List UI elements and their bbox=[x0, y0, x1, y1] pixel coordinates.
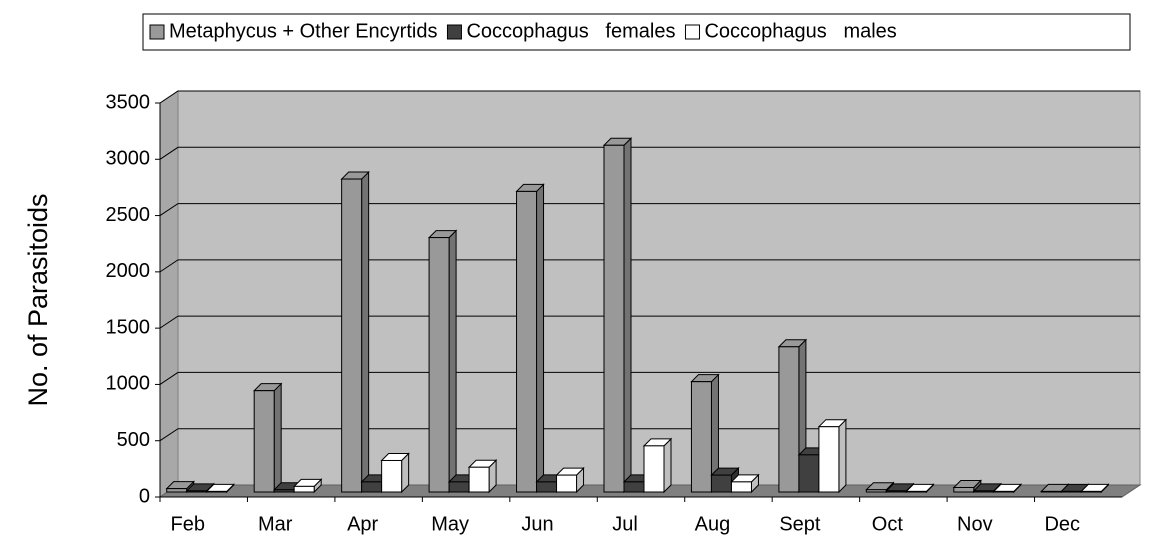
y-tick-label: 3500 bbox=[106, 91, 151, 113]
bar bbox=[818, 426, 840, 493]
legend-label: Coccophagus males bbox=[704, 20, 896, 42]
y-axis-label: No. of Parasitoids bbox=[23, 193, 53, 406]
bar bbox=[536, 481, 558, 493]
bar bbox=[186, 490, 208, 493]
bar bbox=[1080, 490, 1102, 493]
bar-side bbox=[361, 170, 370, 494]
bar bbox=[603, 144, 625, 493]
x-tick-label: Mar bbox=[258, 513, 293, 535]
grid-line bbox=[159, 371, 1140, 385]
bar bbox=[730, 481, 752, 493]
grid-line bbox=[159, 315, 1140, 329]
bar-side bbox=[448, 229, 457, 494]
bar bbox=[273, 489, 295, 493]
bar bbox=[710, 474, 732, 493]
legend-swatch bbox=[149, 24, 165, 40]
bar bbox=[953, 486, 975, 493]
bar bbox=[1060, 490, 1082, 493]
bar bbox=[468, 466, 490, 493]
bar-side bbox=[838, 418, 847, 494]
bar bbox=[341, 178, 363, 493]
bar bbox=[643, 445, 665, 493]
x-tick-label: Aug bbox=[695, 513, 731, 535]
y-tick-label: 2000 bbox=[106, 260, 151, 282]
grid-line bbox=[159, 146, 1140, 160]
bar bbox=[993, 490, 1015, 493]
bar bbox=[516, 190, 538, 493]
legend-label: Metaphycus + Other Encyrtids bbox=[169, 20, 437, 42]
x-tick-label: Apr bbox=[347, 513, 378, 535]
grid-line bbox=[159, 90, 1140, 104]
bar bbox=[905, 490, 927, 493]
bar bbox=[206, 490, 228, 493]
bar-side bbox=[623, 137, 632, 494]
grid-line bbox=[159, 203, 1140, 216]
legend-label: Coccophagus females bbox=[466, 20, 675, 42]
y-tick-label: 1000 bbox=[106, 373, 151, 395]
bar bbox=[973, 490, 995, 493]
x-tick-label: Jul bbox=[612, 513, 638, 535]
x-tick-label: Dec bbox=[1044, 513, 1080, 535]
bar bbox=[361, 481, 383, 493]
bar bbox=[623, 481, 645, 493]
y-tick-label: 1500 bbox=[106, 316, 151, 338]
bar bbox=[885, 490, 907, 493]
bar-side bbox=[273, 382, 282, 494]
bar bbox=[428, 237, 450, 493]
y-tick-label: 3000 bbox=[106, 148, 151, 170]
x-tick-label: Oct bbox=[872, 513, 904, 535]
y-tick-label: 2500 bbox=[106, 204, 151, 226]
side-wall bbox=[159, 90, 179, 498]
x-tick-label: May bbox=[431, 513, 469, 535]
bar bbox=[448, 481, 470, 493]
bar bbox=[1040, 490, 1062, 493]
legend-swatch bbox=[446, 24, 462, 40]
y-tick-label: 500 bbox=[117, 429, 150, 451]
bar bbox=[166, 488, 188, 493]
x-tick-label: Feb bbox=[170, 513, 204, 535]
bar bbox=[865, 489, 887, 493]
bar-side bbox=[536, 183, 545, 494]
legend-box bbox=[142, 13, 1131, 51]
bar bbox=[381, 459, 403, 493]
x-tick-label: Sept bbox=[779, 513, 821, 535]
back-wall bbox=[177, 90, 1141, 486]
bar bbox=[778, 346, 800, 493]
x-tick-label: Jun bbox=[521, 513, 553, 535]
grid-line bbox=[159, 259, 1140, 273]
x-tick-label: Nov bbox=[957, 513, 993, 535]
bar-side bbox=[663, 437, 672, 494]
bar bbox=[253, 390, 275, 493]
bar bbox=[293, 485, 315, 493]
y-tick-label: 0 bbox=[139, 485, 150, 507]
legend-swatch bbox=[684, 24, 700, 40]
bar bbox=[798, 454, 820, 493]
bar bbox=[556, 474, 578, 493]
bar bbox=[690, 381, 712, 493]
